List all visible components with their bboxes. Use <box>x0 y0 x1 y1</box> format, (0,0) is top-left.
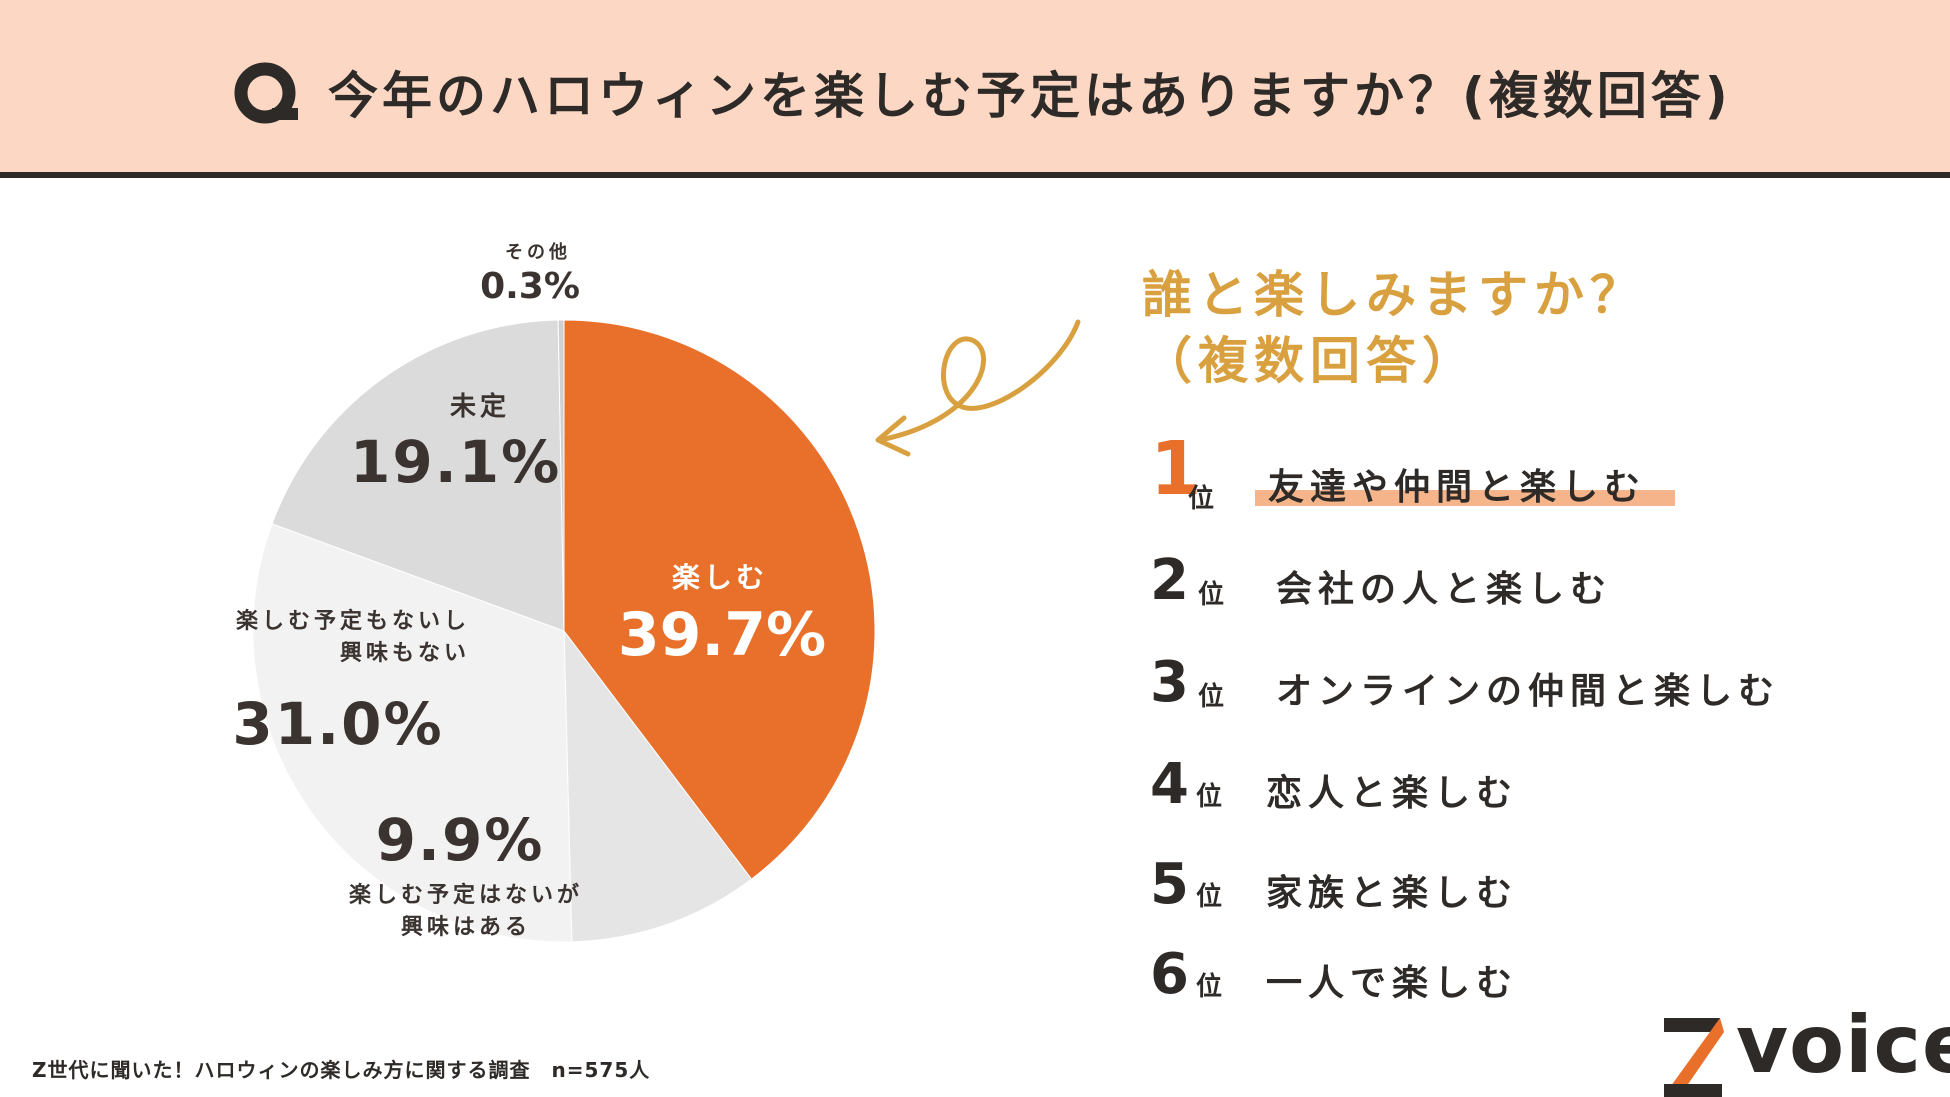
rank-unit: 位 <box>1188 484 1215 514</box>
z-mark-icon <box>1664 1018 1724 1097</box>
slice-value-interested: 9.9% <box>375 806 545 874</box>
page-title: 今年のハロウィンを楽しむ予定はありますか？(複数回答) <box>328 67 1732 125</box>
ranking-title: 誰と楽しみますか？ （複数回答） <box>1142 266 1646 390</box>
rank-number: 3 <box>1150 650 1189 715</box>
q-icon <box>234 62 298 124</box>
slice-value-other: 0.3% <box>480 266 580 307</box>
rank-unit: 位 <box>1198 580 1225 610</box>
rank-text: 会社の人と楽しむ <box>1276 569 1613 610</box>
rank-text: 家族と楽しむ <box>1266 873 1519 914</box>
slice-name-other: その他 <box>505 242 571 263</box>
slice-name-undecided: 未定 <box>449 392 510 422</box>
rank-unit: 位 <box>1198 682 1225 712</box>
header-banner: 今年のハロウィンを楽しむ予定はありますか？(複数回答) <box>0 0 1950 178</box>
brand-text: voice <box>1736 1012 1950 1091</box>
curly-arrow-icon <box>875 319 1081 457</box>
slice-undecided <box>271 319 565 632</box>
pie-chart <box>252 319 876 943</box>
rank-number: 1 <box>1150 426 1202 512</box>
rank-number: 2 <box>1150 548 1189 613</box>
slice-other <box>557 319 565 632</box>
slice-name-not-interested: 楽しむ予定もないし 興味もない <box>235 609 470 666</box>
survey-footnote: Z世代に聞いた！ハロウィンの楽しみ方に関する調査 n=575人 <box>32 1058 651 1082</box>
rank-unit: 位 <box>1196 882 1223 912</box>
brand-logo: voice <box>1662 1012 1950 1097</box>
rank-unit: 位 <box>1196 972 1223 1002</box>
slice-name-enjoy: 楽しむ <box>671 561 768 594</box>
rank-number: 6 <box>1150 942 1189 1007</box>
rank-number: 5 <box>1150 852 1189 917</box>
rank-number: 4 <box>1150 752 1189 817</box>
slice-interested <box>563 629 753 943</box>
highlight-bar <box>1255 490 1675 506</box>
slice-enjoy <box>563 319 876 880</box>
rank-text: 友達や仲間と楽しむ <box>1268 467 1647 508</box>
slice-value-not-interested: 31.0% <box>232 690 444 758</box>
slice-value-enjoy: 39.7% <box>617 600 827 670</box>
slice-label-enjoy: 楽しむ <box>660 556 780 596</box>
rank-unit: 位 <box>1196 782 1223 812</box>
rank-text: オンラインの仲間と楽しむ <box>1276 671 1781 712</box>
slice-name-interested: 楽しむ予定はないが 興味はある <box>348 883 583 940</box>
slice-not-interested <box>252 523 573 943</box>
rank-text: 一人で楽しむ <box>1266 963 1519 1004</box>
slice-value-undecided: 19.1% <box>350 428 562 496</box>
rank-text: 恋人と楽しむ <box>1266 773 1519 814</box>
